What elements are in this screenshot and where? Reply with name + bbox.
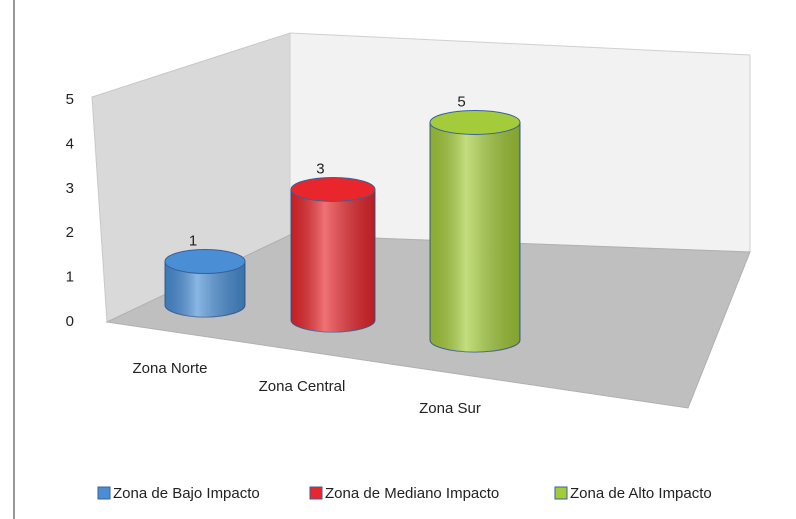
- bar-top: [290, 176, 376, 202]
- legend-swatch: [554, 486, 568, 500]
- data-label: 5: [457, 93, 465, 110]
- data-label: 3: [316, 160, 324, 177]
- bar-top: [429, 109, 521, 135]
- bar-top: [164, 248, 246, 274]
- y-tick-label: 0: [66, 313, 74, 330]
- x-tick-label: Zona Sur: [419, 400, 481, 417]
- x-tick-label: Zona Norte: [132, 360, 207, 377]
- legend-swatch: [309, 486, 323, 500]
- y-tick-label: 4: [66, 135, 74, 152]
- legend-label: Zona de Alto Impacto: [570, 485, 712, 502]
- y-tick-label: 5: [66, 91, 74, 108]
- x-tick-label: Zona Central: [259, 378, 346, 395]
- y-tick-label: 1: [66, 269, 74, 286]
- y-tick-label: 3: [66, 180, 74, 197]
- legend-swatch: [97, 486, 111, 500]
- y-tick-label: 2: [66, 224, 74, 241]
- bar-shading: [291, 189, 375, 332]
- bar-shading: [430, 122, 520, 352]
- legend-label: Zona de Bajo Impacto: [113, 485, 260, 502]
- data-label: 1: [189, 232, 197, 249]
- legend-label: Zona de Mediano Impacto: [325, 485, 499, 502]
- bar-shading: [165, 261, 245, 317]
